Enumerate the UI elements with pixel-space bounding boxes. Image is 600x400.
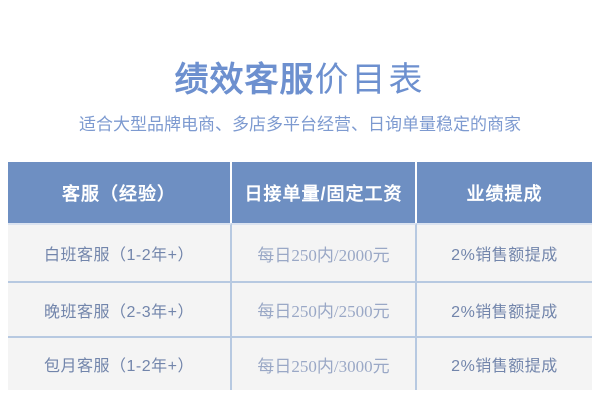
cell-volume-salary-monthly: 每日250内/3000元: [232, 336, 417, 390]
header-cell-commission: 业绩提成: [417, 162, 592, 223]
header-cell-volume-salary: 日接单量/固定工资: [232, 162, 417, 223]
page-title-bold: 绩效客服: [174, 61, 315, 99]
page-subtitle: 适合大型品牌电商、多店多平台经营、日询单量稳定的商家: [79, 115, 521, 134]
cell-service-day-shift: 白班客服（1-2年+）: [8, 223, 232, 281]
cell-commission-day-shift: 2%销售额提成: [417, 223, 592, 281]
cell-commission-monthly: 2%销售额提成: [417, 336, 592, 390]
cell-service-monthly: 包月客服（1-2年+）: [8, 336, 232, 390]
cell-volume-salary-night-shift: 每日250内/2500元: [232, 281, 417, 336]
cell-volume-salary-day-shift: 每日250内/2000元: [232, 223, 417, 281]
cell-service-night-shift: 晚班客服（2-3年+）: [8, 281, 232, 336]
cell-commission-night-shift: 2%销售额提成: [417, 281, 592, 336]
header-cell-service: 客服（经验）: [8, 162, 232, 223]
page-title: 绩效客服价目表: [0, 60, 600, 100]
price-table: 客服（经验） 日接单量/固定工资 业绩提成 白班客服（1-2年+） 每日250内…: [8, 162, 592, 390]
page-title-regular: 价目表: [314, 61, 426, 99]
